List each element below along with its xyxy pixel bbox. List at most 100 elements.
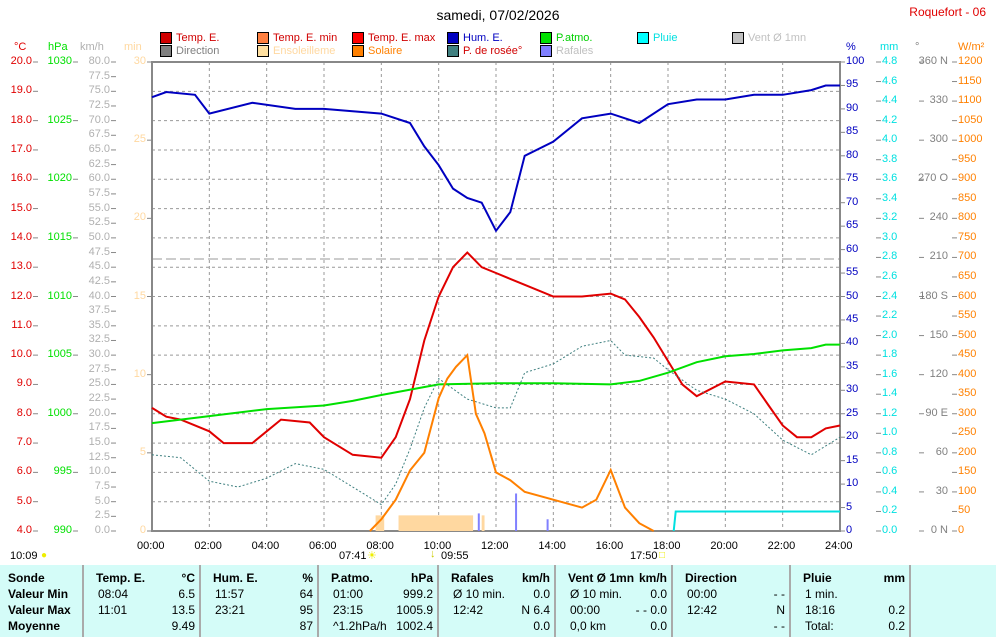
axis-unit-rain: mm xyxy=(880,41,899,53)
tick-label-dir: 360 N xyxy=(918,55,948,67)
tick-label-solar: 750 xyxy=(958,230,977,243)
sunrise-icon: ☀ xyxy=(367,550,377,562)
table-row: 18:16 0.2 xyxy=(799,603,905,619)
x-tick-label: 20:00 xyxy=(710,540,738,552)
tick-label-hum: 80 xyxy=(846,148,859,161)
table-row: 12:42 N xyxy=(681,603,785,619)
table-header: Pluie mm xyxy=(799,571,905,587)
legend-item: Solaire xyxy=(352,45,402,57)
tick-label-solar: 650 xyxy=(958,269,977,282)
tick-label-wind: 17.5 xyxy=(88,421,110,434)
series-p-atmo- xyxy=(151,343,840,425)
table-header-cell: Pluie xyxy=(803,571,832,585)
tick-label-temp: 5.0 xyxy=(16,494,32,507)
table-row: 23:21 95 xyxy=(209,603,313,619)
tick-label-hum: 15 xyxy=(846,453,859,466)
legend-swatch xyxy=(160,45,172,57)
tick-label-solar: 50 xyxy=(958,504,971,517)
table-row: 0,0 km 0.0 xyxy=(564,619,667,635)
tick-label-temp: 9.0 xyxy=(16,377,32,390)
table-cell: - - 0.0 xyxy=(635,603,667,617)
tick-label-dir: 150 xyxy=(929,328,948,341)
table-cell: 6.5 xyxy=(178,587,195,601)
tick-label-rain: 3.4 xyxy=(882,191,898,204)
tick-label-rain: 3.6 xyxy=(882,172,898,185)
tick-label-dir: 270 O xyxy=(918,172,948,185)
x-tick-label: 10:00 xyxy=(423,540,452,552)
table-cell: Ø 10 min. xyxy=(453,587,506,601)
table-cell: 00:00 xyxy=(570,603,601,617)
table-header-cell: km/h xyxy=(521,571,550,585)
table-row: - - xyxy=(681,619,785,635)
legend-label: Ensoleilleme xyxy=(273,45,336,57)
tick-label-wind: 42.5 xyxy=(88,274,110,287)
tick-label-dir: 210 xyxy=(929,250,948,263)
tick-label-wind: 12.5 xyxy=(88,450,110,463)
x-tick-label: 18:00 xyxy=(653,540,681,552)
tick-label-wind: 30.0 xyxy=(88,348,110,361)
tick-label-rain: 4.0 xyxy=(882,133,898,146)
tick-label-solar: 950 xyxy=(958,152,977,165)
tick-label-hum: 35 xyxy=(846,359,859,372)
tick-label-wind: 25.0 xyxy=(88,377,110,390)
table-cell: - - xyxy=(773,619,785,633)
tick-label-hum: 0 xyxy=(846,524,853,536)
tick-label-temp: 15.0 xyxy=(10,201,32,214)
x-tick-label: 12:00 xyxy=(481,540,509,552)
tick-label-rain: 2.6 xyxy=(882,269,898,282)
legend-swatch xyxy=(352,32,364,44)
table-cell: 11:57 xyxy=(215,587,245,601)
table-row: 00:00 - - xyxy=(681,587,785,603)
legend-label: Hum. E. xyxy=(463,32,503,44)
table-header-cell: Rafales xyxy=(451,571,494,585)
tick-label-dir: 60 xyxy=(935,445,948,458)
table-header-cell: P.atmo. xyxy=(331,571,373,585)
tick-label-temp: 18.0 xyxy=(10,113,32,126)
tick-label-rain: 4.8 xyxy=(882,55,898,67)
tick-label-rain: 0.2 xyxy=(882,504,898,517)
tick-label-wind: 52.5 xyxy=(88,216,110,229)
tick-label-rain: 4.4 xyxy=(882,94,898,107)
table-cell: 87 xyxy=(299,619,313,633)
axis-unit-press: hPa xyxy=(48,41,68,53)
table-cell: 1002.4 xyxy=(396,619,433,633)
tick-label-temp: 14.0 xyxy=(10,230,32,243)
legend-label: Rafales xyxy=(556,45,594,57)
tick-label-solar: 500 xyxy=(958,328,977,341)
table-column: P.atmo. hPa 01:00 999.2 23:15 1005.9 ^1.2hPa/h… xyxy=(323,565,439,637)
tick-label-solar: 150 xyxy=(958,465,977,478)
tick-label-wind: 10.0 xyxy=(88,465,110,478)
tick-label-press: 1015 xyxy=(47,230,72,243)
legend-label: Direction xyxy=(176,45,220,57)
tick-label-press: 1010 xyxy=(47,289,72,302)
legend-label: Temp. E. min xyxy=(273,32,338,44)
table-column: Direction 00:00 - - 12:42 N - - xyxy=(677,565,791,637)
tick-label-temp: 4.0 xyxy=(16,524,32,536)
tick-label-hum: 90 xyxy=(846,101,859,114)
sun-time-left: 10:09 xyxy=(10,550,38,562)
table-header: Temp. E. °C xyxy=(92,571,195,587)
tick-label-sunmin: 5 xyxy=(139,445,146,458)
table-cell: N xyxy=(776,603,785,617)
station-name[interactable]: Roquefort - 06 xyxy=(909,5,986,19)
tick-label-wind: 22.5 xyxy=(88,392,110,405)
axis-unit-sunmin: min xyxy=(124,41,142,53)
tick-label-rain: 3.2 xyxy=(882,211,898,224)
table-row: 1 min. xyxy=(799,587,905,603)
table-cell: 0.0 xyxy=(650,619,667,633)
tick-label-hum: 100 xyxy=(846,55,865,67)
tick-label-temp: 12.0 xyxy=(10,289,32,302)
legend-item: P.atmo. xyxy=(540,32,593,44)
tick-label-rain: 0.4 xyxy=(882,484,898,497)
tick-label-wind: 27.5 xyxy=(88,362,110,375)
table-cell: 13.5 xyxy=(171,603,195,617)
x-tick-label: 02:00 xyxy=(194,540,222,552)
x-tick-label: 16:00 xyxy=(595,540,624,552)
table-cell: 64 xyxy=(299,587,313,601)
tick-label-dir: 30 xyxy=(935,484,948,497)
x-tick-label: 14:00 xyxy=(538,540,566,552)
legend-item: Vent Ø 1mn xyxy=(732,32,806,44)
tick-label-rain: 3.0 xyxy=(882,230,898,243)
axis-unit-hum: % xyxy=(846,41,856,53)
